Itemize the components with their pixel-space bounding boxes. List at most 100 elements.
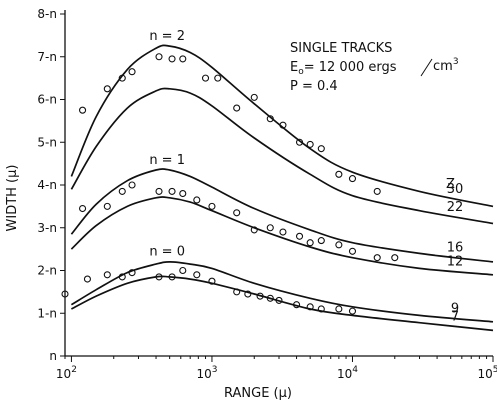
data-point: [373, 254, 381, 262]
data-point: [201, 74, 210, 82]
data-point: [335, 170, 343, 178]
data-point: [155, 273, 163, 281]
data-point: [317, 305, 325, 313]
data-point: [317, 145, 325, 153]
data-point: [279, 228, 287, 236]
y-tick-label: n: [49, 349, 57, 363]
data-point-group: [61, 53, 399, 315]
curve-z-12: [70, 196, 494, 276]
curve-z-30: [70, 44, 494, 208]
energy-annotation: Eo= 12 000 ergs: [290, 60, 397, 77]
data-point: [179, 190, 187, 198]
group-label: n = 1: [149, 153, 185, 168]
y-tick-label: 4-n: [37, 178, 57, 192]
data-point: [266, 294, 274, 302]
curve-z-16: [70, 168, 494, 263]
data-point: [168, 55, 176, 63]
x-tick-label: 102: [56, 365, 77, 381]
data-point: [103, 85, 111, 93]
data-point: [295, 232, 304, 240]
data-point: [306, 140, 314, 148]
z-label: 30: [447, 182, 464, 197]
y-tick-label: 2-n: [37, 264, 57, 278]
y-tick-label: 6-n: [37, 93, 57, 107]
z-label: 9: [451, 302, 459, 317]
data-point: [118, 74, 126, 82]
data-point: [179, 266, 187, 275]
x-tick-label: 105: [477, 365, 497, 381]
data-point: [233, 288, 241, 296]
data-point: [348, 247, 357, 255]
data-point: [193, 271, 201, 279]
data-point: [155, 187, 163, 195]
data-point: [373, 187, 381, 195]
y-tick-label: 7-n: [37, 50, 57, 64]
z-header: Z: [446, 177, 455, 192]
energy-unit-slash: [420, 58, 433, 77]
data-point: [275, 296, 283, 304]
data-point: [79, 204, 87, 213]
x-tick-label: 103: [196, 365, 217, 381]
axes: n 1-n 2-n 3-n 4-n 5-n 6-n 7-n 8-n 102 103 104 105: [37, 7, 497, 381]
data-point: [317, 237, 325, 245]
data-point: [295, 138, 304, 146]
annotation-block: SINGLE TRACKS Eo= 12 000 ergs cm3 P = 0.…: [290, 41, 459, 192]
data-point: [128, 181, 136, 189]
data-point: [233, 104, 241, 112]
data-point: [155, 53, 163, 61]
data-point: [306, 239, 314, 247]
y-tick-label: 3-n: [37, 221, 57, 235]
data-point: [348, 307, 357, 315]
curve-z-22: [70, 87, 494, 225]
z-label: 7: [451, 310, 459, 325]
data-point: [103, 271, 111, 279]
data-point: [348, 175, 357, 183]
data-point: [208, 202, 216, 210]
data-point: [214, 74, 222, 82]
data-point: [250, 93, 258, 101]
x-axis-label: RANGE (μ): [224, 386, 292, 401]
data-point: [79, 106, 87, 114]
data-point: [208, 277, 216, 285]
y-tick-label: 1-n: [37, 306, 57, 320]
data-point: [118, 273, 126, 281]
curve-z-7: [71, 275, 494, 332]
data-point: [103, 202, 111, 210]
data-point: [335, 305, 343, 313]
chart-title: SINGLE TRACKS: [290, 41, 392, 56]
z-label: 12: [447, 255, 464, 270]
z-label: 22: [447, 200, 464, 215]
x-tick-label: 104: [337, 365, 358, 381]
data-point: [335, 241, 343, 249]
data-point: [391, 254, 399, 262]
data-point: [266, 224, 274, 232]
data-point: [233, 209, 241, 217]
energy-unit: cm3: [433, 57, 459, 74]
data-point: [168, 273, 176, 281]
data-point: [244, 290, 252, 298]
data-point: [179, 55, 187, 63]
curve-z-9: [70, 261, 494, 323]
data-point: [250, 226, 258, 234]
data-point: [128, 68, 136, 76]
data-point: [193, 196, 201, 204]
y-tick-label: 8-n: [37, 7, 57, 21]
data-point: [279, 121, 287, 129]
y-axis-label: WIDTH (μ): [5, 165, 20, 232]
curve-group: [70, 44, 494, 332]
probability-annotation: P = 0.4: [290, 79, 338, 94]
data-point: [61, 290, 69, 298]
group-label: n = 0: [149, 245, 185, 260]
z-label: 16: [447, 241, 464, 256]
data-point: [293, 301, 301, 309]
data-point: [266, 115, 274, 123]
data-point: [118, 187, 126, 195]
y-tick-label: 5-n: [37, 135, 57, 149]
data-point: [168, 187, 176, 195]
data-point: [128, 269, 136, 277]
group-label: n = 2: [149, 29, 185, 44]
data-point: [83, 275, 91, 283]
data-point: [306, 303, 314, 311]
